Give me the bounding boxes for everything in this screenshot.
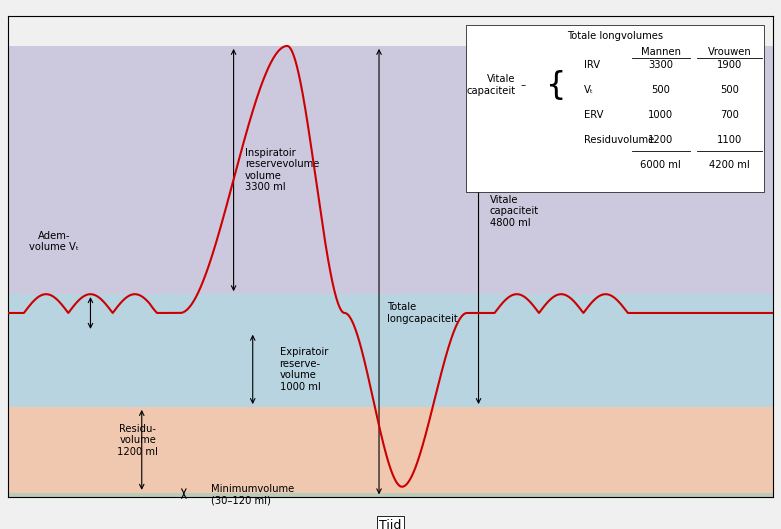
Text: Expiratoir
reserve-
volume
1000 ml: Expiratoir reserve- volume 1000 ml [280,347,328,392]
Text: Residuvolume: Residuvolume [584,135,654,145]
Text: 3300: 3300 [648,60,673,70]
Bar [8,407,773,492]
Bar [8,492,773,497]
Text: Vitale
capaciteit: Vitale capaciteit [466,75,515,96]
Text: 500: 500 [651,85,670,95]
Bar [8,294,773,407]
Text: 1000: 1000 [648,110,673,120]
Text: Totale longvolumes: Totale longvolumes [567,31,663,41]
Text: Vrouwen: Vrouwen [708,47,751,57]
Text: {: { [546,70,566,101]
Text: Residu-
volume
1200 ml: Residu- volume 1200 ml [117,424,159,457]
Bar [8,46,773,294]
Text: Vitale
capaciteit
4800 ml: Vitale capaciteit 4800 ml [490,195,539,228]
Text: Mannen: Mannen [640,47,681,57]
Text: 4200 ml: 4200 ml [709,160,750,170]
Text: 1900: 1900 [717,60,742,70]
Text: 6000 ml: 6000 ml [640,160,681,170]
Text: Vₜ: Vₜ [584,85,594,95]
Text: ERV: ERV [584,110,604,120]
Text: 500: 500 [720,85,739,95]
Text: 1200: 1200 [648,135,673,145]
Text: 1100: 1100 [717,135,742,145]
Text: 700: 700 [720,110,739,120]
Text: Totale
longcapaciteit: Totale longcapaciteit [387,302,458,324]
Text: IRV: IRV [584,60,601,70]
Text: Tijd: Tijd [380,519,401,529]
Text: Inspiratoir
reservevolume
volume
3300 ml: Inspiratoir reservevolume volume 3300 ml [245,148,319,193]
Text: –: – [518,80,526,90]
Bar [465,25,764,191]
Text: Adem-
volume Vₜ: Adem- volume Vₜ [29,231,79,252]
Text: Minimumvolume
(30–120 ml): Minimumvolume (30–120 ml) [211,484,294,506]
